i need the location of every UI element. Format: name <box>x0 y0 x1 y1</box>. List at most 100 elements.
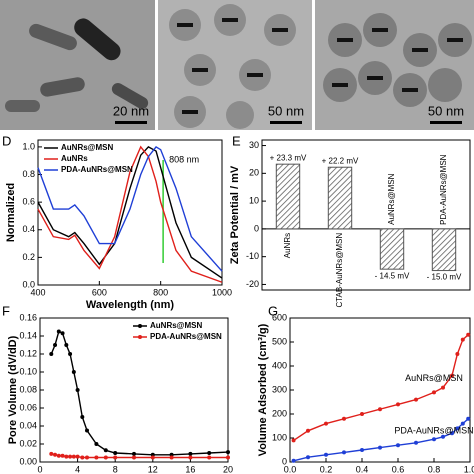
y-tick-label: 400 <box>272 360 287 370</box>
point <box>188 455 193 460</box>
point <box>75 388 80 392</box>
y-tick-label: 0.6 <box>22 197 35 207</box>
y-tick-label: 0.02 <box>19 438 37 448</box>
point <box>68 352 73 356</box>
panel-label: F <box>2 303 10 318</box>
scale-label: 20 nm <box>113 103 149 118</box>
point <box>49 352 54 356</box>
legend-marker <box>138 324 142 328</box>
y-tick-label: 1.0 <box>22 141 35 151</box>
y-axis-label: Volume Adsorbed (cm³/g) <box>257 323 269 456</box>
scale-label: 50 nm <box>428 103 464 118</box>
y-tick-label: 100 <box>272 432 287 442</box>
bar <box>275 163 301 230</box>
x-tick-label: 800 <box>153 287 168 297</box>
y-tick-label: 0.0 <box>22 279 35 289</box>
y-tick-label: 300 <box>272 384 287 394</box>
y-tick-label: 200 <box>272 408 287 418</box>
point <box>56 453 61 458</box>
y-tick-label: 0.04 <box>19 420 37 430</box>
point <box>207 455 212 460</box>
y-tick-label: 0.2 <box>22 252 35 262</box>
tem-images: 20 nm 50 nm 50 nm <box>0 0 474 130</box>
legend-label: AuNRs@MSN <box>150 321 202 330</box>
panel-label: E <box>232 133 241 148</box>
point <box>226 450 230 455</box>
point <box>455 352 460 356</box>
point <box>460 421 465 426</box>
value-label: - 15.0 mV <box>427 273 462 282</box>
point <box>432 437 436 442</box>
point <box>460 337 465 342</box>
bar <box>379 228 405 270</box>
point <box>188 451 193 456</box>
x-tick-label: 20 <box>223 464 233 474</box>
y-tick-label: 500 <box>272 336 287 346</box>
point <box>94 455 99 460</box>
point <box>450 431 454 436</box>
point <box>60 453 65 458</box>
y-axis-label: Pore Volume (dV/dD) <box>7 335 19 444</box>
point <box>80 415 85 419</box>
point <box>132 451 136 456</box>
category-label: AuNRs@MSN <box>387 173 396 224</box>
point <box>56 329 61 334</box>
x-tick-label: 0 <box>37 464 42 474</box>
y-tick-label: 10 <box>249 195 259 205</box>
x-tick-label: 0.6 <box>392 464 405 474</box>
y-axis-label: Normalized <box>5 183 17 242</box>
point <box>169 455 174 460</box>
point <box>414 397 418 402</box>
x-tick-label: 16 <box>185 464 195 474</box>
x-tick-label: 0.0 <box>284 464 297 474</box>
value-label: - 14.5 mV <box>375 271 410 280</box>
point <box>49 451 54 456</box>
y-tick-label: 0.8 <box>22 169 35 179</box>
legend-label: AuNRs@MSN <box>61 143 113 152</box>
y-tick-label: -10 <box>246 251 259 261</box>
x-tick-label: 12 <box>148 464 158 474</box>
value-label: + 23.3 mV <box>270 153 307 162</box>
legend-label: PDA-AuNRs@MSN <box>61 165 133 174</box>
y-tick-label: 0.00 <box>19 456 37 466</box>
plot-frame <box>37 139 223 286</box>
point <box>441 385 445 390</box>
point <box>226 455 230 460</box>
series-line <box>37 145 223 272</box>
point <box>113 451 118 455</box>
legend-label: PDA-AuNRs@MSN <box>150 332 222 341</box>
y-tick-label: 20 <box>249 168 259 178</box>
bar <box>327 166 353 230</box>
y-tick-label: 0 <box>254 223 259 233</box>
point <box>71 454 76 459</box>
point <box>466 416 471 421</box>
scale-label: 50 nm <box>268 103 304 118</box>
point <box>103 448 108 453</box>
point <box>291 458 296 463</box>
y-tick-label: 0.16 <box>19 312 37 322</box>
panel-label: G <box>268 303 278 318</box>
point <box>53 343 58 347</box>
plot-frame <box>261 139 471 291</box>
panel-label: D <box>2 133 11 148</box>
x-tick-label: 8 <box>113 464 118 474</box>
y-tick-label: 0 <box>282 456 287 466</box>
point <box>85 455 89 460</box>
point <box>378 407 382 412</box>
point <box>342 416 346 421</box>
point <box>80 455 85 460</box>
y-tick-label: 0.06 <box>19 402 37 412</box>
x-tick-label: 1000 <box>212 287 232 297</box>
category-label: AuNRs <box>283 233 292 258</box>
point <box>132 455 136 460</box>
point <box>466 332 471 337</box>
point <box>306 428 310 433</box>
x-tick-label: 600 <box>92 287 107 297</box>
point <box>455 426 460 431</box>
x-tick-label: 400 <box>30 287 45 297</box>
series-line <box>293 334 469 441</box>
y-tick-label: 0.08 <box>19 384 37 394</box>
series-label: AuNRs@MSN <box>405 373 463 383</box>
y-tick-label: 0.12 <box>19 348 37 358</box>
